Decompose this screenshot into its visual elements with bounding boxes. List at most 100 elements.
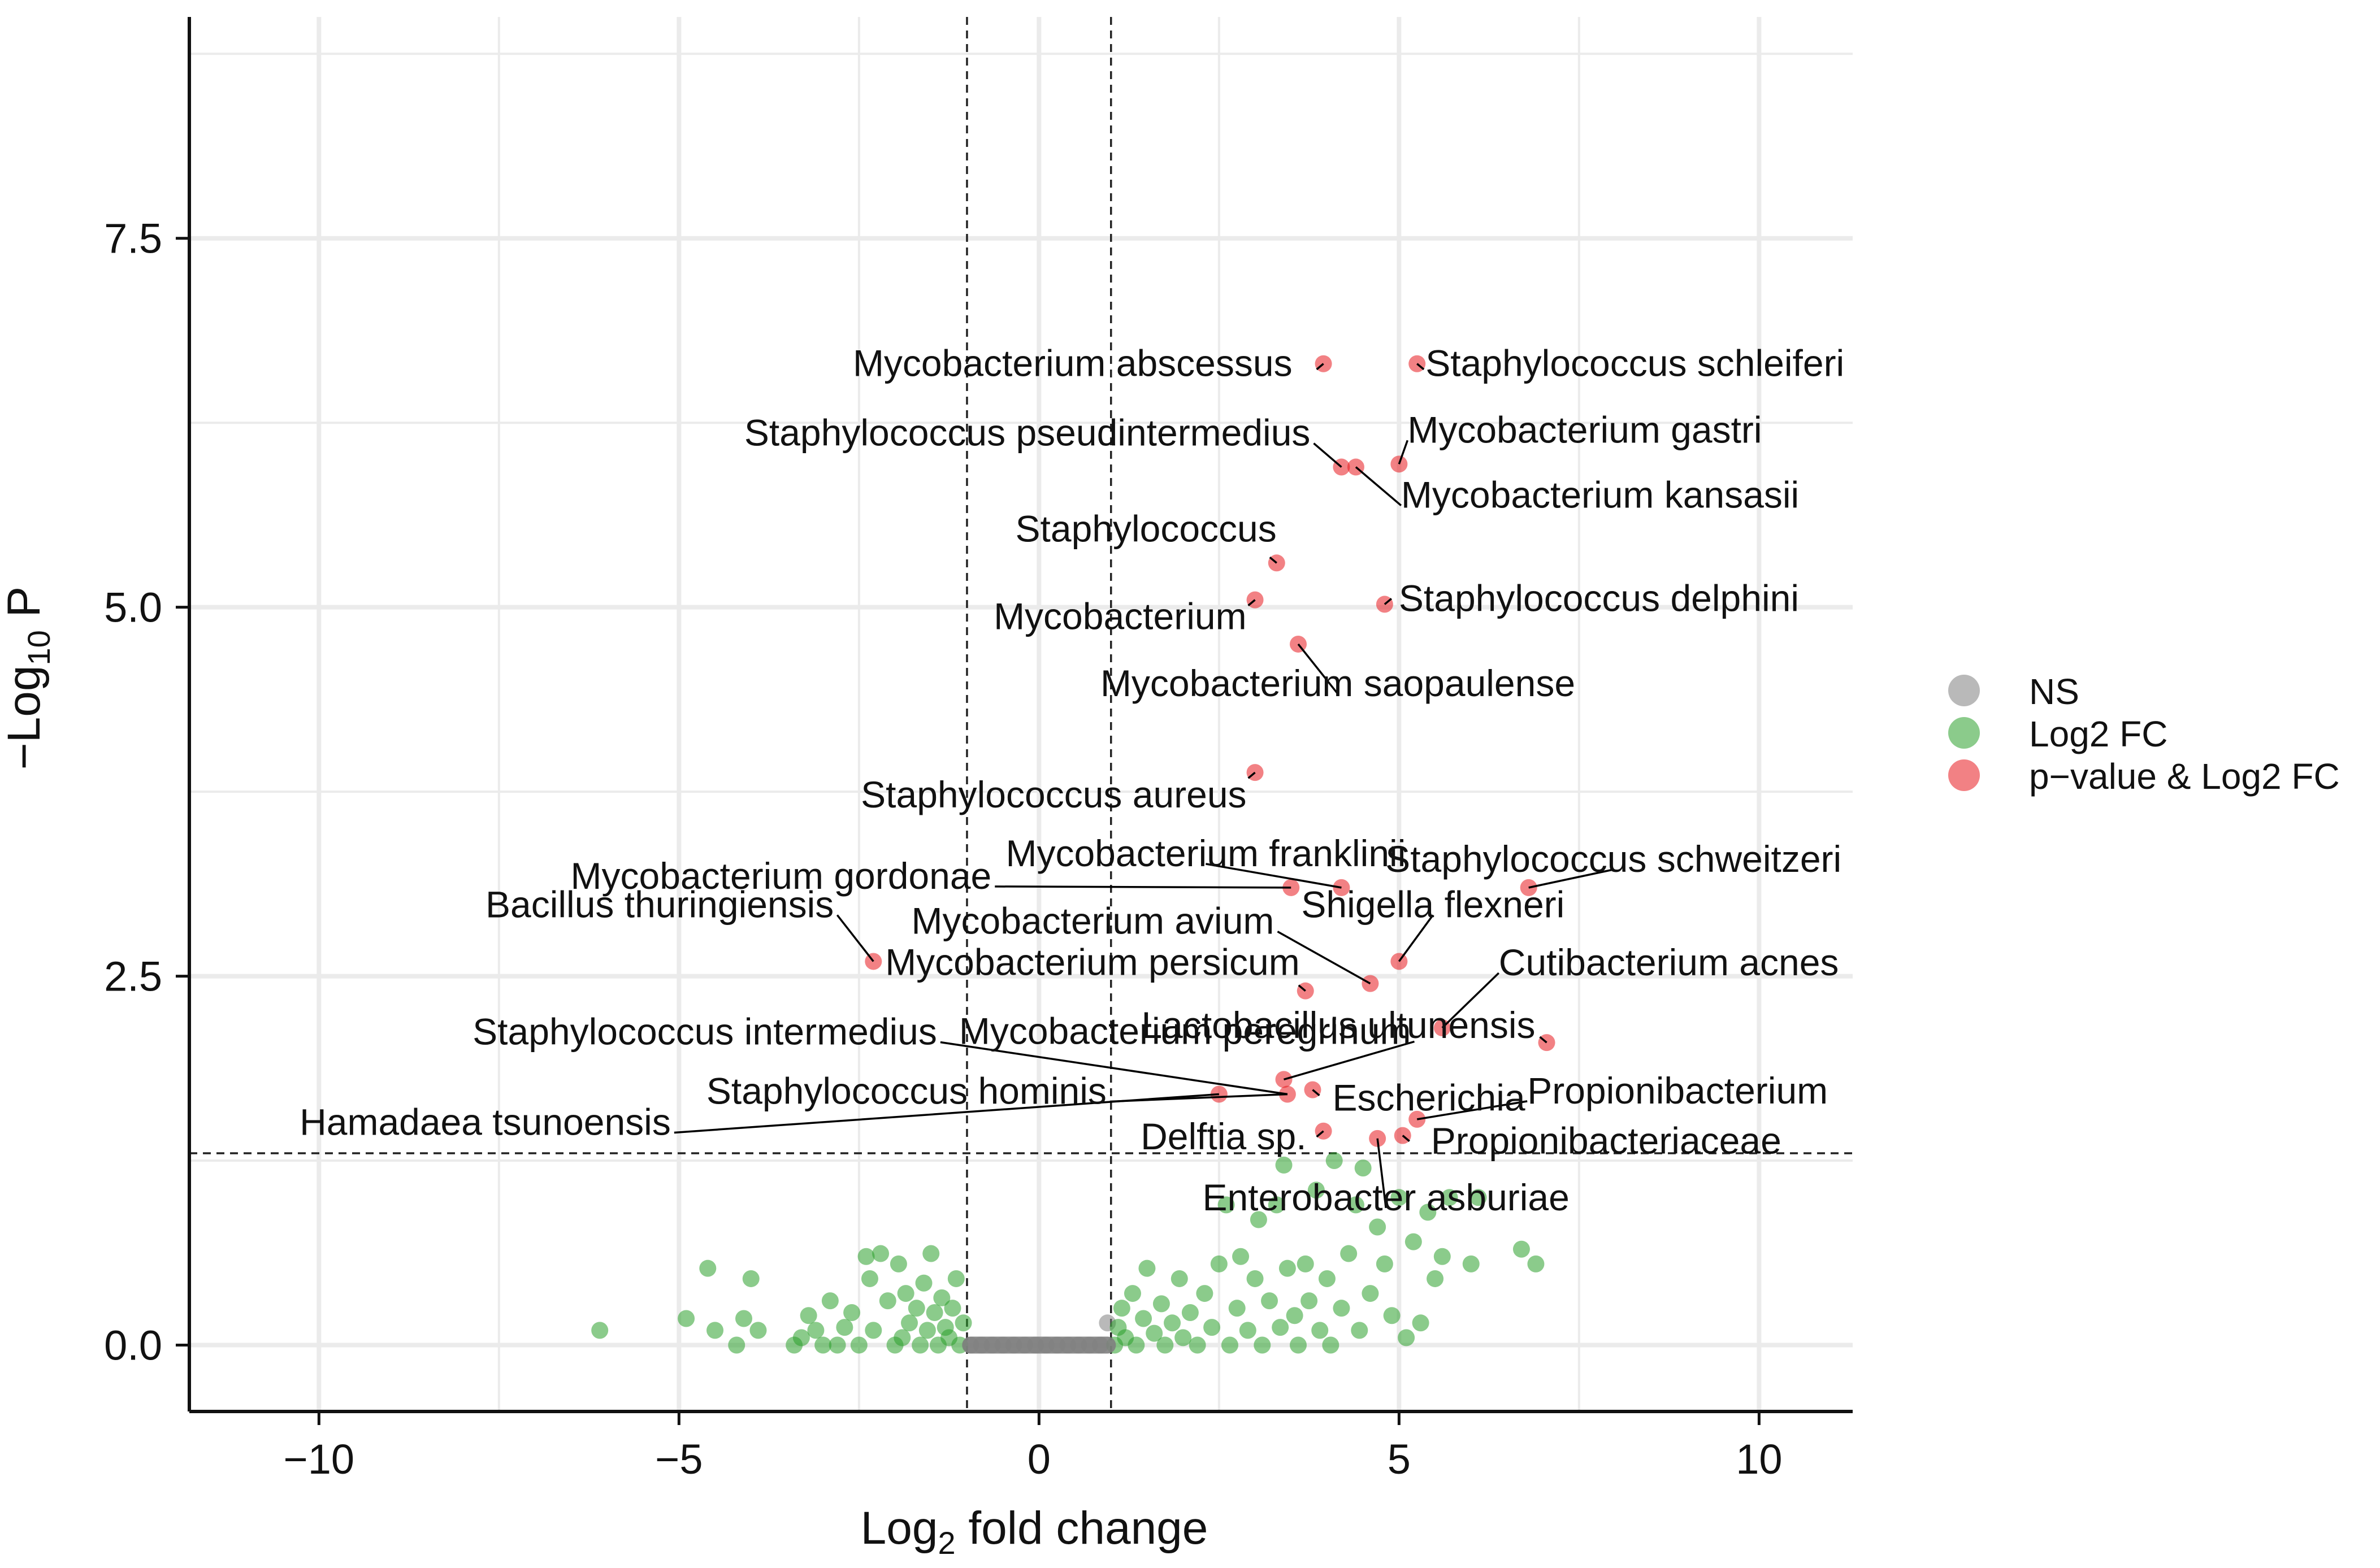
data-point — [926, 1304, 943, 1322]
data-point — [1286, 1307, 1303, 1324]
data-point — [1469, 1189, 1487, 1206]
annotation-connector — [940, 1041, 1288, 1096]
annotation-label: Mycobacterium gastri — [1407, 409, 1762, 450]
data-point — [850, 1336, 868, 1354]
data-point — [1427, 1270, 1444, 1287]
annotation-label: Mycobacterium saopaulense — [1100, 662, 1575, 704]
data-point — [1351, 1322, 1368, 1339]
data-point — [1156, 1336, 1174, 1354]
y-axis-title-sub: 10 — [21, 630, 57, 665]
threshold-lines — [189, 17, 1853, 1411]
data-point — [857, 1248, 875, 1265]
data-point — [800, 1307, 817, 1324]
x-tick-label: −10 — [284, 1436, 355, 1483]
data-point — [1354, 1159, 1372, 1177]
annotation-connector — [1376, 1138, 1387, 1209]
data-point — [1462, 1255, 1480, 1272]
annotation-label: Lactobacillus ultunensis — [1141, 1004, 1535, 1046]
data-point — [1322, 1336, 1339, 1354]
data-point — [1246, 1270, 1264, 1287]
data-point — [1419, 1204, 1437, 1221]
data-point — [912, 1336, 929, 1354]
data-point — [1189, 1336, 1206, 1354]
annotation-connector — [836, 914, 874, 962]
legend-marker — [1948, 759, 1980, 791]
data-point — [1311, 1322, 1329, 1339]
data-point — [1390, 1189, 1408, 1206]
data-point — [1217, 1196, 1235, 1214]
data-point — [735, 1310, 752, 1327]
data-point — [1347, 1196, 1364, 1214]
data-point — [742, 1270, 760, 1287]
data-point — [1250, 1211, 1267, 1228]
data-point — [1228, 1300, 1246, 1317]
data-point — [1278, 1259, 1296, 1277]
annotation-connector — [1297, 643, 1339, 695]
annotation-connector — [1398, 440, 1409, 464]
annotation-connector — [1247, 599, 1256, 606]
data-point — [955, 1314, 972, 1332]
data-point — [1239, 1322, 1256, 1339]
data-point — [1325, 1152, 1343, 1170]
annotation-label: Mycobacterium gordonae — [571, 855, 992, 897]
annotation-connector — [1316, 363, 1324, 371]
data-point — [1268, 1196, 1285, 1214]
annotation-connector — [1441, 972, 1500, 1029]
x-axis-title: Log2 fold change — [861, 1502, 1208, 1561]
data-point — [821, 1292, 839, 1310]
data-point — [908, 1300, 925, 1317]
annotation-label: Mycobacterium kansasii — [1401, 474, 1799, 516]
data-point — [865, 1322, 882, 1339]
annotation-label: Bacillus thuringiensis — [485, 883, 834, 925]
data-point — [879, 1292, 896, 1310]
y-axis-title-main: −Log — [0, 666, 50, 770]
annotation-connector — [1312, 1089, 1320, 1097]
annotation-label: Staphylococcus intermedius — [472, 1010, 937, 1052]
data-point — [749, 1322, 767, 1339]
data-point — [944, 1300, 961, 1317]
data-point — [1210, 1255, 1228, 1272]
data-point — [890, 1255, 907, 1272]
legend-label: Log2 FC — [2029, 714, 2167, 754]
data-point — [933, 1289, 951, 1306]
data-point — [918, 1322, 936, 1339]
y-axis-title-rest: P — [0, 587, 50, 630]
legend-label: p−value & Log2 FC — [2029, 756, 2340, 797]
data-point — [861, 1270, 878, 1287]
annotation-label: Propionibacteriaceae — [1431, 1120, 1781, 1162]
annotation-connector — [1247, 771, 1256, 779]
annotation-connector — [995, 885, 1291, 889]
data-point — [1138, 1259, 1156, 1277]
data-point — [1318, 1270, 1336, 1287]
data-point — [814, 1336, 832, 1354]
data-point — [1181, 1304, 1199, 1322]
annotation-label: Mycobacterium persicum — [885, 941, 1300, 983]
data-point — [1152, 1295, 1170, 1313]
annotation-label: Mycobacterium franklinii — [1005, 832, 1406, 874]
y-tick-label: 5.0 — [104, 584, 162, 631]
data-point — [728, 1336, 745, 1354]
annotation-connector — [1355, 466, 1402, 506]
data-point — [591, 1322, 609, 1339]
data-point — [1369, 1218, 1386, 1236]
data-point — [1512, 1240, 1530, 1258]
annotation-connector — [1402, 1135, 1410, 1142]
data-point — [1171, 1270, 1188, 1287]
data-point — [1275, 1156, 1293, 1174]
data-point — [1164, 1314, 1181, 1332]
data-point — [1398, 1329, 1415, 1347]
annotation-label: Staphylococcus — [1016, 507, 1277, 549]
annotation-label: Shigella flexneri — [1301, 883, 1564, 925]
data-point — [1174, 1329, 1192, 1347]
annotation-connector — [1539, 1036, 1547, 1044]
y-tick-label: 2.5 — [104, 953, 162, 1000]
data-point — [792, 1329, 810, 1347]
data-point — [1124, 1285, 1141, 1302]
data-point — [1307, 1182, 1325, 1199]
legend-marker — [1948, 675, 1980, 706]
annotation-label: Mycobacterium peregrinum — [959, 1010, 1411, 1052]
annotation-label: Mycobacterium avium — [912, 900, 1274, 942]
data-point — [1404, 1233, 1422, 1250]
x-axis-title-main: Log — [861, 1502, 938, 1554]
